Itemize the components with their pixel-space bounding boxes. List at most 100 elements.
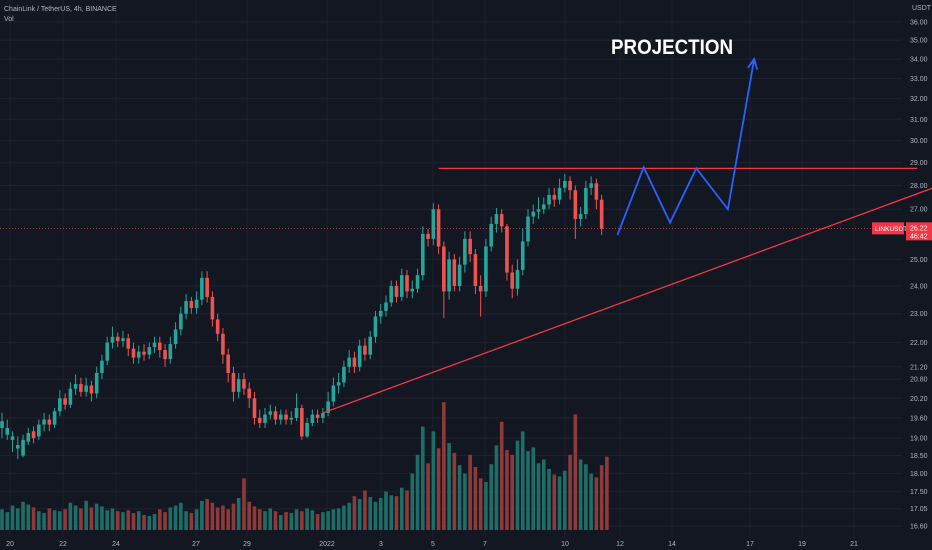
- price-axis: USDT 36.00 35.00 34.00 33.00 32.00 31.00 30.00 2…: [872, 5, 932, 531]
- candle-body: [373, 316, 378, 337]
- volume-bar: [363, 490, 367, 530]
- volume-bar: [226, 509, 230, 530]
- y-tick-label: 28.00: [910, 183, 928, 190]
- y-tick-label: 18.00: [910, 471, 928, 478]
- volume-bar: [152, 514, 157, 530]
- candle-body: [152, 342, 157, 348]
- volume-bar: [442, 402, 446, 530]
- volume-indicator-label[interactable]: Vol: [4, 16, 14, 23]
- volume-bar: [58, 511, 62, 530]
- candle-body: [247, 388, 252, 399]
- volume-bar: [310, 510, 315, 530]
- projection-annotation: PROJECTION: [611, 36, 733, 59]
- candle-body: [315, 414, 320, 418]
- y-tick-label: 21.20: [910, 364, 928, 371]
- candle-body: [52, 411, 57, 425]
- volume-bar: [210, 502, 215, 530]
- candle-body: [173, 329, 178, 345]
- volume-bar: [405, 490, 409, 530]
- volume-bar: [605, 456, 609, 530]
- candle-body: [399, 275, 404, 297]
- candle-body: [58, 398, 62, 412]
- candle-body: [552, 194, 557, 200]
- candle-body: [505, 226, 509, 273]
- ticker-badge-bg: [872, 222, 904, 235]
- candle-body: [342, 366, 346, 383]
- price-badge-value: 26.22: [910, 225, 928, 232]
- candle-body: [200, 277, 204, 300]
- x-tick-label: 2022: [319, 541, 335, 548]
- candle-body: [73, 383, 78, 389]
- candle-body: [484, 246, 488, 292]
- candle-body: [131, 348, 136, 358]
- volume-bar: [447, 443, 451, 530]
- y-tick-label: 16.60: [910, 524, 928, 531]
- axis-currency-label: USDT: [912, 5, 932, 12]
- candle-body: [557, 187, 562, 200]
- volume-bar: [5, 512, 10, 530]
- candle-body: [136, 351, 141, 358]
- candle-body: [410, 288, 415, 292]
- volume-bar: [399, 487, 404, 530]
- volume-bar: [578, 459, 583, 530]
- volume-bar: [457, 465, 462, 530]
- volume-bar: [468, 454, 472, 530]
- volume-bar: [526, 451, 530, 530]
- volume-bar: [557, 476, 562, 530]
- candle-body: [105, 342, 109, 361]
- volume-bar: [115, 511, 120, 530]
- y-tick-label: 24.00: [910, 283, 928, 290]
- volume-bar: [15, 508, 20, 530]
- volume-bar: [410, 473, 415, 530]
- y-tick-label: 31.00: [910, 117, 928, 124]
- candle-body: [573, 190, 578, 219]
- candle-body: [158, 342, 162, 351]
- price-badge-countdown: 46:42: [910, 233, 928, 240]
- candle-body: [305, 422, 309, 437]
- volume-bar: [415, 454, 420, 530]
- volume-bar: [584, 464, 588, 530]
- candle-body: [336, 382, 341, 386]
- volume-bar: [205, 498, 209, 530]
- y-tick-label: 19.60: [910, 415, 928, 422]
- candle-body: [578, 214, 583, 219]
- volume-bar: [163, 512, 167, 530]
- candle-body: [263, 414, 267, 423]
- volume-bar: [510, 454, 515, 530]
- candle-body: [563, 180, 567, 188]
- candle-body: [205, 277, 209, 297]
- y-tick-label: 30.00: [910, 138, 928, 145]
- volume-bar: [52, 510, 57, 530]
- candle-body: [363, 345, 367, 355]
- candle-body: [163, 350, 167, 360]
- volume-bar: [10, 505, 15, 530]
- volume-bar: [252, 506, 257, 530]
- candle-body: [452, 259, 457, 286]
- volume-bar: [305, 508, 309, 530]
- volume-bar: [594, 477, 599, 530]
- y-tick-label: 20.80: [910, 377, 928, 384]
- symbol-title[interactable]: ChainLink / TetherUS, 4h, BINANCE: [4, 6, 117, 13]
- y-tick-label: 34.00: [910, 57, 928, 64]
- volume-bar: [342, 505, 346, 530]
- candle-body: [68, 388, 73, 405]
- candle-body: [368, 336, 372, 355]
- volume-bar: [73, 505, 78, 530]
- candle-body: [31, 431, 36, 439]
- candle-body: [184, 301, 188, 314]
- candle-body: [242, 379, 246, 389]
- candle-body: [457, 264, 462, 286]
- x-tick-label: 10: [561, 541, 569, 548]
- candle-body: [79, 383, 83, 392]
- volume-bar: [336, 508, 341, 530]
- candle-body: [221, 333, 225, 355]
- volume-bar: [247, 501, 252, 530]
- candle-body: [121, 338, 125, 342]
- candle-body: [252, 398, 257, 418]
- volume-bar: [373, 501, 378, 530]
- y-tick-label: 36.00: [910, 19, 928, 26]
- candle-body: [352, 357, 357, 367]
- volume-bar: [589, 473, 593, 530]
- volume-bar: [173, 505, 178, 530]
